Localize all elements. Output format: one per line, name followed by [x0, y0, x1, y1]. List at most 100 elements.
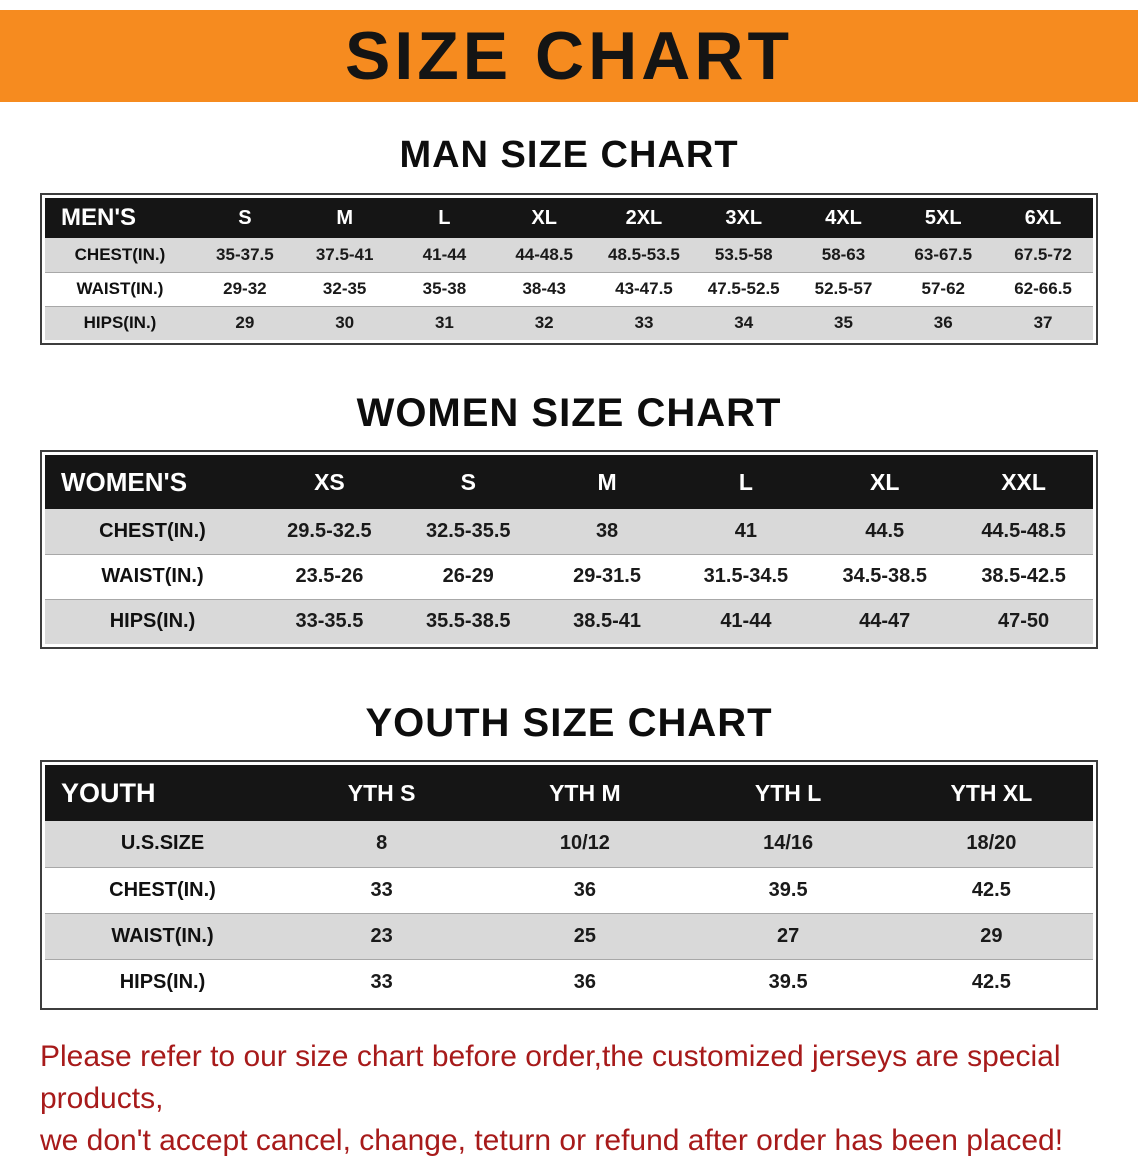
size-cell: 41 [676, 509, 816, 555]
size-cell: 34.5-38.5 [815, 554, 955, 600]
size-cell: 47-50 [954, 599, 1093, 644]
size-cell: 35.5-38.5 [398, 599, 538, 644]
size-cell: 35-38 [394, 272, 495, 307]
size-column-header: XL [494, 198, 595, 238]
banner: SIZE CHART [0, 10, 1138, 102]
size-cell: 26-29 [398, 554, 538, 600]
women-chart-heading: WOMEN SIZE CHART [356, 391, 782, 435]
size-cell: 57-62 [893, 272, 994, 307]
size-cell: 37.5-41 [294, 238, 395, 273]
size-cell: 29 [889, 913, 1093, 960]
size-cell: 8 [280, 821, 484, 868]
size-cell: 43-47.5 [594, 272, 694, 307]
youth-size-table: YOUTH YTH S YTH M YTH L YTH XL U.S.SIZE … [40, 760, 1098, 1010]
size-cell: 31.5-34.5 [676, 554, 816, 600]
table-row: WAIST(IN.) 23 25 27 29 [45, 913, 1093, 960]
size-cell: 33 [280, 867, 484, 914]
table-row: HIPS(IN.) 33 36 39.5 42.5 [45, 959, 1093, 1005]
size-cell: 52.5-57 [793, 272, 894, 307]
size-column-header: M [294, 198, 395, 238]
size-cell: 14/16 [686, 821, 890, 868]
women-table-label-header: WOMEN'S [45, 455, 260, 509]
size-cell: 18/20 [889, 821, 1093, 868]
row-label: HIPS(IN.) [119, 970, 206, 993]
size-cell: 31 [394, 306, 495, 340]
size-column-header: YTH L [686, 765, 890, 821]
size-column-header: YTH M [483, 765, 687, 821]
size-cell: 29-31.5 [537, 554, 677, 600]
size-cell: 32-35 [294, 272, 395, 307]
size-cell: 30 [294, 306, 395, 340]
size-column-header: XS [260, 455, 399, 509]
size-cell: 29.5-32.5 [260, 509, 399, 555]
size-cell: 33 [594, 306, 694, 340]
disclaimer-line-2: we don't accept cancel, change, teturn o… [40, 1124, 1064, 1157]
row-label: U.S.SIZE [45, 821, 280, 868]
size-cell: 44-48.5 [494, 238, 595, 273]
size-column-header: YTH XL [889, 765, 1093, 821]
row-label: WAIST(IN.) [45, 554, 260, 600]
table-row: HIPS(IN.) 33-35.5 35.5-38.5 38.5-41 41-4… [45, 599, 1093, 644]
size-cell: 44-47 [815, 599, 955, 644]
size-cell: 25 [483, 913, 687, 960]
size-cell: 47.5-52.5 [693, 272, 794, 307]
size-column-header: S [195, 198, 295, 238]
size-column-header: S [398, 455, 538, 509]
table-row: HIPS(IN.) 29 30 31 32 33 34 35 36 37 [45, 306, 1093, 340]
size-cell: 29-32 [195, 272, 295, 307]
row-label: HIPS(IN.) [45, 306, 195, 340]
size-cell: 10/12 [483, 821, 687, 868]
table-row: CHEST(IN.) 35-37.5 37.5-41 41-44 44-48.5… [45, 238, 1093, 273]
size-cell: 38-43 [494, 272, 595, 307]
youth-table-header-row: YOUTH YTH S YTH M YTH L YTH XL [45, 765, 1093, 821]
size-cell: 35 [793, 306, 894, 340]
youth-chart-heading: YOUTH SIZE CHART [365, 701, 773, 745]
size-column-header: YTH S [280, 765, 484, 821]
row-label: WAIST(IN.) [45, 272, 195, 307]
page-title: SIZE CHART [345, 18, 793, 94]
row-label: CHEST(IN.) [45, 867, 280, 914]
size-cell: 41-44 [676, 599, 816, 644]
youth-table-label-header: YOUTH [45, 765, 280, 821]
size-cell: 53.5-58 [693, 238, 794, 273]
size-cell: 63-67.5 [893, 238, 994, 273]
men-chart-heading: MAN SIZE CHART [399, 134, 739, 176]
size-cell: 23.5-26 [260, 554, 399, 600]
size-cell: 48.5-53.5 [594, 238, 694, 273]
size-cell: 42.5 [889, 867, 1093, 914]
size-cell: 36 [573, 970, 596, 993]
size-column-header: L [394, 198, 495, 238]
size-cell: 39.5 [768, 970, 808, 993]
size-cell: 58-63 [793, 238, 894, 273]
size-cell: 27 [686, 913, 890, 960]
size-cell: 38 [537, 509, 677, 555]
size-column-header: M [537, 455, 677, 509]
table-row: CHEST(IN.) 29.5-32.5 32.5-35.5 38 41 44.… [45, 509, 1093, 555]
table-row: U.S.SIZE 8 10/12 14/16 18/20 [45, 821, 1093, 868]
size-cell: 62-66.5 [993, 272, 1093, 307]
size-cell: 34 [693, 306, 794, 340]
size-cell: 37 [993, 306, 1093, 340]
size-column-header: L [676, 455, 816, 509]
size-cell: 42.5 [971, 970, 1011, 993]
size-cell: 36 [483, 867, 687, 914]
table-row: WAIST(IN.) 23.5-26 26-29 29-31.5 31.5-34… [45, 554, 1093, 600]
row-label: HIPS(IN.) [45, 599, 260, 644]
size-cell: 38.5-42.5 [954, 554, 1093, 600]
size-cell: 32 [494, 306, 595, 340]
size-column-header: 5XL [893, 198, 994, 238]
size-cell: 33-35.5 [260, 599, 399, 644]
row-label: CHEST(IN.) [45, 509, 260, 555]
size-cell: 29 [195, 306, 295, 340]
size-column-header: 2XL [594, 198, 694, 238]
men-table-header-row: MEN'S S M L XL 2XL 3XL 4XL 5XL 6XL [45, 198, 1093, 238]
size-cell: 36 [893, 306, 994, 340]
size-column-header: XXL [954, 455, 1093, 509]
disclaimer-line-1: Please refer to our size chart before or… [40, 1040, 1061, 1115]
size-cell: 44.5 [815, 509, 955, 555]
men-table-label-header: MEN'S [45, 198, 195, 238]
size-cell: 39.5 [686, 867, 890, 914]
women-size-table: WOMEN'S XS S M L XL XXL CHEST(IN.) 29.5-… [40, 450, 1098, 649]
size-column-header: 6XL [993, 198, 1093, 238]
size-chart-page: SIZE CHART MAN SIZE CHART MEN'S S M L XL… [0, 10, 1138, 1162]
